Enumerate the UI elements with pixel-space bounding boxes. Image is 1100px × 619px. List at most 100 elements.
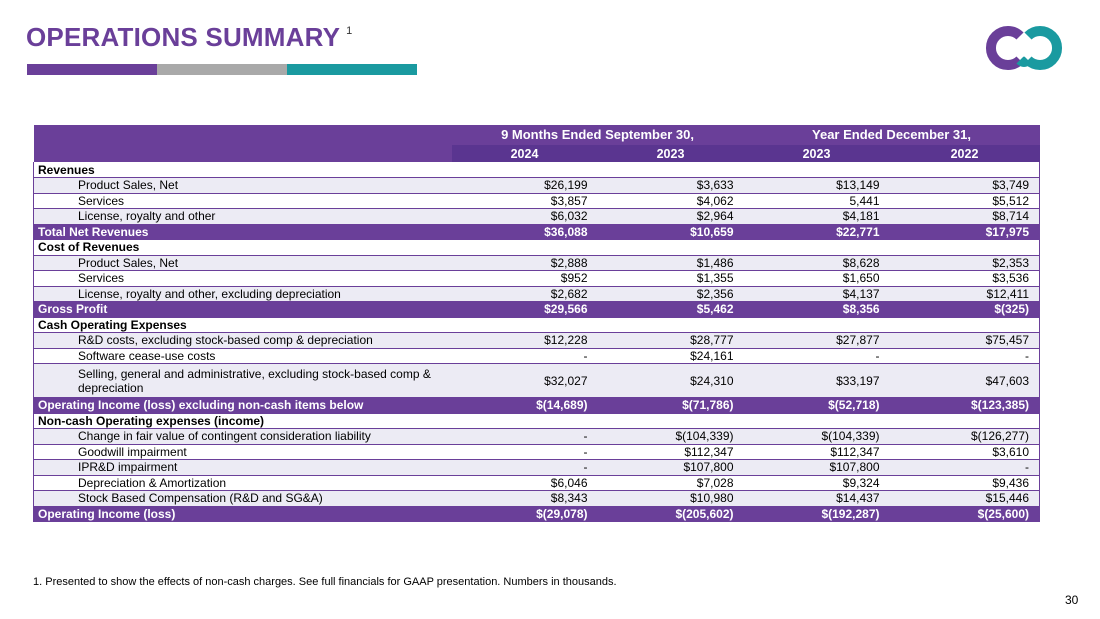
row-value: $3,857	[451, 193, 598, 209]
row-value: $22,771	[743, 224, 890, 240]
row-label: Software cease-use costs	[33, 348, 452, 364]
table-row: Stock Based Compensation (R&D and SG&A) $…	[33, 490, 1041, 507]
row-value: $12,228	[451, 332, 598, 349]
row-value: $(325)	[889, 301, 1041, 318]
row-label: Product Sales, Net	[33, 255, 452, 271]
row-label: Selling, general and administrative, exc…	[33, 363, 452, 398]
row-value: $1,650	[743, 270, 890, 287]
header-year: 2024	[451, 145, 598, 162]
section-header-row: Revenues	[32, 162, 1041, 178]
row-value: $4,062	[597, 193, 744, 209]
table-row: Selling, general and administrative, exc…	[33, 363, 1041, 398]
title-footnote-mark: 1	[346, 25, 353, 38]
row-value: $(123,385)	[889, 397, 1041, 414]
table-row: Services $3,857 $4,062 5,441 $5,512	[33, 193, 1041, 209]
header-period-year: Year Ended December 31,	[743, 125, 1040, 145]
row-label: Services	[33, 193, 452, 209]
row-value: $3,749	[889, 177, 1041, 194]
row-label: Product Sales, Net	[33, 177, 452, 194]
table-row: Change in fair value of contingent consi…	[33, 428, 1041, 445]
section-header-row: Cash Operating Expenses	[32, 317, 1041, 333]
row-value: $7,028	[597, 475, 744, 491]
row-value: $107,800	[743, 459, 890, 476]
row-value: $(14,689)	[451, 397, 598, 414]
row-value: $(192,287)	[743, 506, 890, 522]
row-value: $47,603	[889, 363, 1041, 398]
row-label: R&D costs, excluding stock-based comp & …	[33, 332, 452, 349]
row-value: 5,441	[743, 193, 890, 209]
financial-table: 9 Months Ended September 30, Year Ended …	[32, 125, 1041, 522]
row-value: $29,566	[451, 301, 598, 318]
row-label: Operating Income (loss) excluding non-ca…	[33, 397, 452, 414]
row-label: License, royalty and other	[33, 208, 452, 225]
row-label: Operating Income (loss)	[33, 506, 452, 522]
row-value: $8,356	[743, 301, 890, 318]
row-value: $8,343	[451, 490, 598, 507]
row-value: $2,682	[451, 286, 598, 302]
total-row: Total Net Revenues $36,088 $10,659 $22,771 $…	[33, 224, 1041, 240]
row-value: -	[889, 348, 1041, 364]
accent-bar-purple	[27, 64, 157, 75]
row-value: $3,633	[597, 177, 744, 194]
row-label: Total Net Revenues	[33, 224, 452, 240]
row-label: Services	[33, 270, 452, 287]
co-logo-icon	[985, 26, 1063, 70]
row-value: $(71,786)	[597, 397, 744, 414]
header-blank	[33, 125, 452, 145]
row-value: $(29,078)	[451, 506, 598, 522]
table-row: Depreciation & Amortization $6,046 $7,028 $…	[33, 475, 1041, 491]
row-value: $3,610	[889, 444, 1041, 460]
total-row: Operating Income (loss) $(29,078) $(205,60…	[33, 506, 1041, 522]
footnote: 1. Presented to show the effects of non-…	[33, 576, 617, 588]
table-row: Product Sales, Net $26,199 $3,633 $13,149 $3…	[33, 177, 1041, 194]
row-value: $17,975	[889, 224, 1041, 240]
row-value: $(104,339)	[597, 428, 744, 445]
table-header-periods: 9 Months Ended September 30, Year Ended …	[33, 125, 1040, 145]
row-value: $24,310	[597, 363, 744, 398]
row-value: $75,457	[889, 332, 1041, 349]
row-value: $4,181	[743, 208, 890, 225]
row-label: Gross Profit	[33, 301, 452, 318]
header-period-nine-months: 9 Months Ended September 30,	[451, 125, 744, 145]
row-value: $9,324	[743, 475, 890, 491]
row-value: $15,446	[889, 490, 1041, 507]
row-value: $5,512	[889, 193, 1041, 209]
header-blank	[33, 145, 452, 162]
row-value: $14,437	[743, 490, 890, 507]
row-value: $(126,277)	[889, 428, 1041, 445]
page-title-text: OPERATIONS SUMMARY	[26, 22, 341, 52]
row-value: -	[451, 444, 598, 460]
row-value: $24,161	[597, 348, 744, 364]
total-row: Gross Profit $29,566 $5,462 $8,356 $(325)	[33, 301, 1041, 318]
row-label: Change in fair value of contingent consi…	[33, 428, 452, 445]
row-value: $33,197	[743, 363, 890, 398]
section-label: Cash Operating Expenses	[32, 317, 1041, 333]
row-label: Goodwill impairment	[33, 444, 452, 460]
table-row: License, royalty and other $6,032 $2,964 $4…	[33, 208, 1041, 225]
row-label: Stock Based Compensation (R&D and SG&A)	[33, 490, 452, 507]
total-row: Operating Income (loss) excluding non-ca…	[33, 397, 1041, 414]
row-value: -	[451, 459, 598, 476]
row-value: $26,199	[451, 177, 598, 194]
row-value: $12,411	[889, 286, 1041, 302]
row-value: $36,088	[451, 224, 598, 240]
accent-bar-gray	[157, 64, 287, 75]
row-value: $9,436	[889, 475, 1041, 491]
financial-table-body: 9 Months Ended September 30, Year Ended …	[32, 125, 1041, 522]
row-value: $8,714	[889, 208, 1041, 225]
page-title: OPERATIONS SUMMARY 1	[26, 22, 353, 53]
row-value: $10,659	[597, 224, 744, 240]
row-value: $27,877	[743, 332, 890, 349]
accent-bar-teal	[287, 64, 417, 75]
page-number: 30	[1065, 593, 1079, 607]
section-label: Cost of Revenues	[32, 239, 1041, 256]
row-value: $10,980	[597, 490, 744, 507]
section-label: Non-cash Operating expenses (income)	[32, 413, 1041, 429]
row-value: $6,046	[451, 475, 598, 491]
header-year: 2023	[597, 145, 744, 162]
row-value: -	[743, 348, 890, 364]
row-value: $3,536	[889, 270, 1041, 287]
table-header-years: 2024 2023 2023 2022	[33, 145, 1040, 162]
row-label: IPR&D impairment	[33, 459, 452, 476]
row-value: $(205,602)	[597, 506, 744, 522]
